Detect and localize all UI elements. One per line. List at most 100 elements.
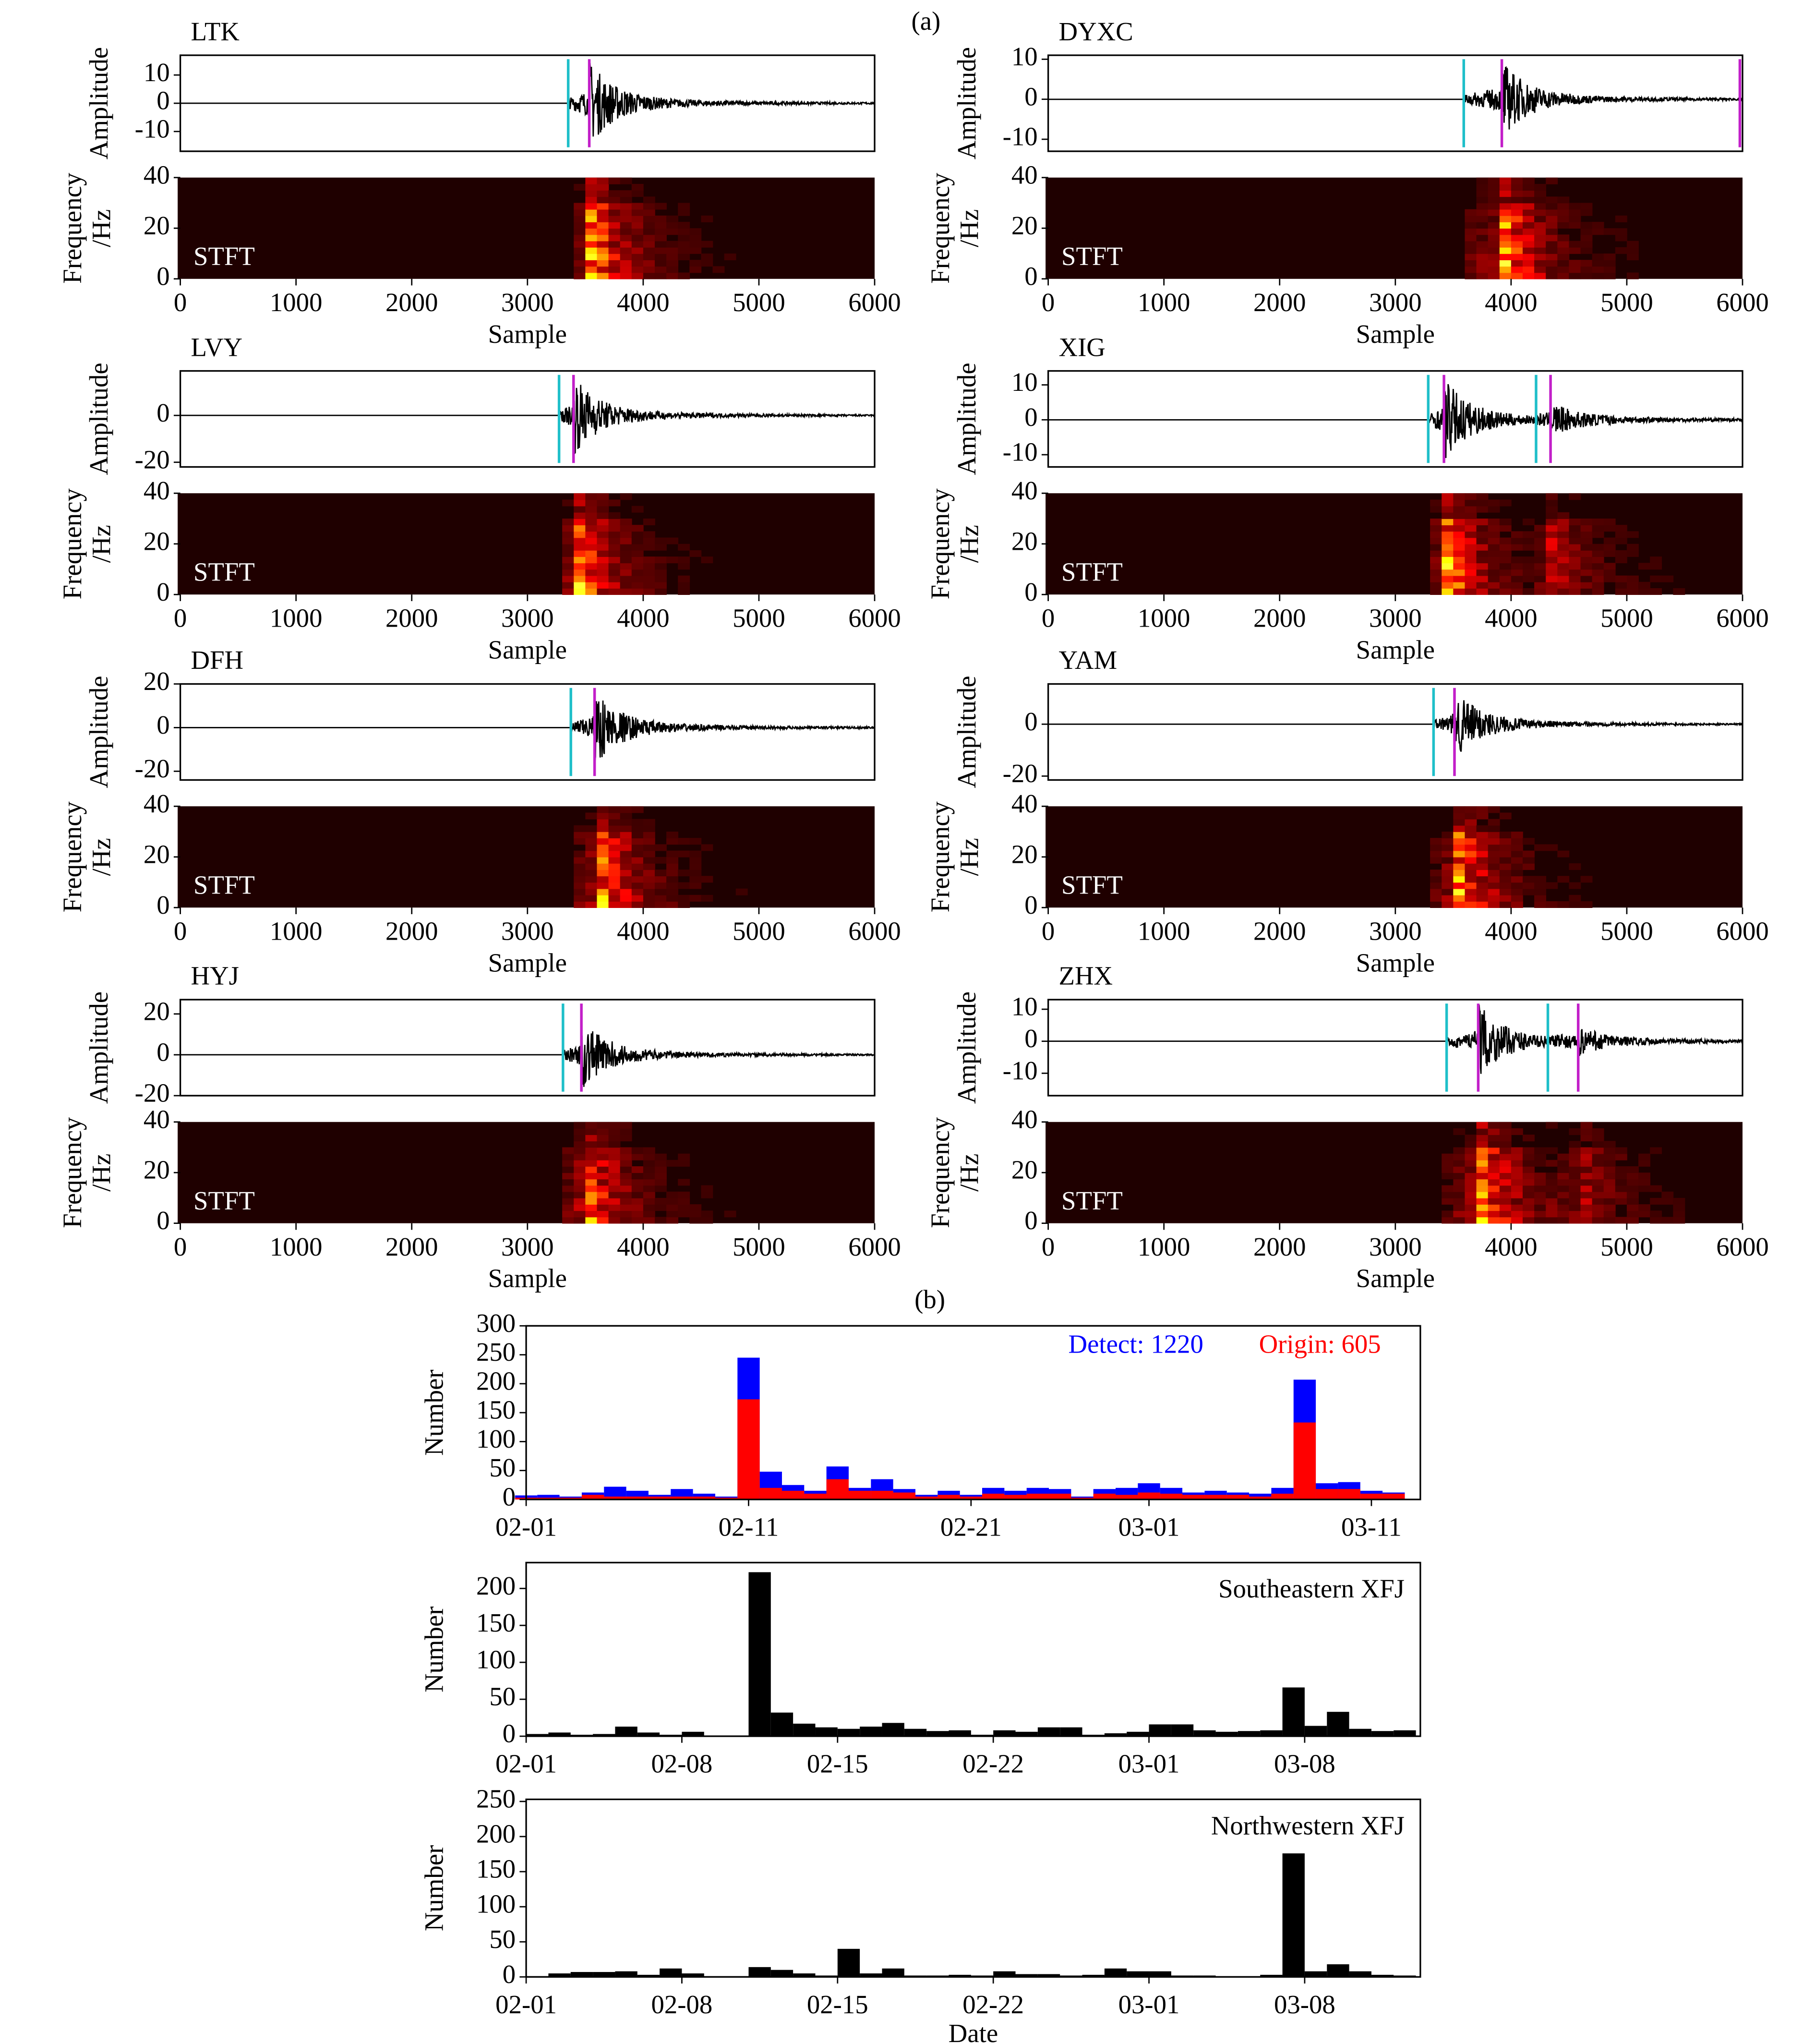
spectrogram-cell [678, 241, 690, 248]
spectrogram-cell [585, 544, 598, 551]
spectrogram-cell [1603, 1147, 1616, 1154]
spectrogram-cell [1626, 247, 1639, 254]
spectrogram-cell [1476, 806, 1489, 813]
spectrogram-cell [597, 1153, 609, 1161]
spectrogram-cell [1476, 1141, 1489, 1148]
spectrogram-cell [597, 247, 609, 254]
spectrogram-cell [1603, 525, 1616, 532]
spectrogram-cell [1569, 575, 1581, 582]
spectrogram-cell [689, 550, 702, 557]
spectrogram-cell [643, 1166, 655, 1173]
y-axis-label: Amplitude [84, 47, 113, 159]
spectrogram-cell [585, 512, 598, 519]
spectrogram-cell [666, 870, 679, 877]
spectrogram-cell [1430, 525, 1442, 532]
spectrogram-cell [620, 266, 632, 273]
spectrogram-cell [585, 1160, 598, 1167]
spectrogram-cell [1511, 254, 1523, 261]
spectrogram-cell [631, 506, 644, 513]
spectrogram-cell [1592, 588, 1604, 595]
spectrogram-cell [1534, 254, 1547, 261]
spectrogram-cell [1615, 537, 1627, 544]
bar [949, 1730, 971, 1736]
spectrogram-cell [597, 882, 609, 889]
panel-label: (b) [914, 1285, 945, 1314]
spectrogram-cell [1615, 247, 1627, 254]
spectrogram-cell [1580, 1179, 1593, 1186]
spectrogram-cell [1580, 537, 1593, 544]
spectrogram-cell [1488, 499, 1500, 507]
spectrogram-cell [643, 537, 655, 544]
spectrogram-cell [608, 812, 621, 820]
x-tick-label: 1000 [270, 917, 323, 946]
spectrogram-bg [178, 1122, 875, 1223]
spectrogram-cell [701, 844, 713, 851]
spectrogram-cell [1592, 1210, 1604, 1218]
spectrogram-cell [1430, 563, 1442, 570]
spectrogram-cell [1488, 519, 1500, 526]
spectrogram-cell [1442, 1166, 1454, 1173]
spectrogram-cell [654, 575, 667, 582]
spectrogram-cell [1453, 901, 1466, 908]
x-tick-label: 3000 [501, 604, 554, 633]
x-tick-label: 2000 [385, 917, 438, 946]
spectrogram-cell [562, 550, 575, 557]
spectrogram-cell [1488, 1128, 1500, 1135]
spectrogram-cell [1603, 537, 1616, 544]
spectrogram-cell [574, 272, 586, 279]
spectrogram-cell [1580, 1135, 1593, 1142]
spectrogram-cell [620, 550, 632, 557]
spectrogram-cell [1522, 254, 1535, 261]
spectrogram-cell [1476, 575, 1489, 582]
spectrogram-cell [1534, 215, 1547, 222]
spectrogram-cell [643, 196, 655, 204]
spectrogram-cell [1488, 863, 1500, 870]
y-tick-label: 10 [1011, 992, 1038, 1021]
spectrogram-cell [1557, 876, 1570, 883]
spectrogram-cell [1499, 1166, 1512, 1173]
spectrogram-cell [1580, 876, 1593, 883]
x-tick-label: 0 [1042, 917, 1055, 946]
spectrogram-cell [1626, 1204, 1639, 1211]
spectrogram-cell [1430, 588, 1442, 595]
bar [1071, 1498, 1094, 1500]
spectrogram-cell [1603, 544, 1616, 551]
spectrogram-cell [1534, 550, 1547, 557]
y-tick-label: 150 [476, 1608, 516, 1637]
spectrogram-cell [1488, 870, 1500, 877]
bar [615, 1726, 637, 1736]
spectrogram-cell [562, 1166, 575, 1173]
spectrogram-cell [1522, 531, 1535, 538]
spectrogram-cell [1522, 863, 1535, 870]
spectrogram-cell [1465, 260, 1477, 267]
spectrogram-cell [574, 901, 586, 908]
spectrogram-cell [1488, 215, 1500, 222]
spectrogram-cell [1499, 1141, 1512, 1148]
spectrogram-cell [1511, 1173, 1523, 1180]
spectrogram-cell [643, 825, 655, 832]
spectrogram-cell [1557, 550, 1570, 557]
spectrogram-cell [1465, 247, 1477, 254]
spectrogram-cell [608, 1160, 621, 1167]
spectrogram-cell [1453, 1166, 1466, 1173]
spectrogram-cell [1557, 1197, 1570, 1205]
x-tick-label: 1000 [270, 288, 323, 317]
spectrogram-cell [1511, 857, 1523, 864]
spectrogram-cell [1488, 1122, 1500, 1129]
spectrogram-cell [1522, 183, 1535, 191]
spectrogram-cell [689, 266, 702, 273]
spectrogram-cell [1546, 844, 1558, 851]
spectrogram-cell [1569, 556, 1581, 564]
x-tick-label: 6000 [848, 917, 901, 946]
spectrogram-cell [1603, 254, 1616, 261]
spectrogram-cell [574, 254, 586, 261]
spectrogram-cell [597, 1128, 609, 1135]
spectrogram-cell [1522, 203, 1535, 210]
bar [526, 1734, 549, 1736]
spectrogram-cell [1476, 241, 1489, 248]
spectrogram-cell [1499, 1160, 1512, 1167]
spectrogram-cell [1499, 1147, 1512, 1154]
spectrogram-cell [1522, 1197, 1535, 1205]
spectrogram-cell [1476, 857, 1489, 864]
bar [615, 1971, 637, 1977]
